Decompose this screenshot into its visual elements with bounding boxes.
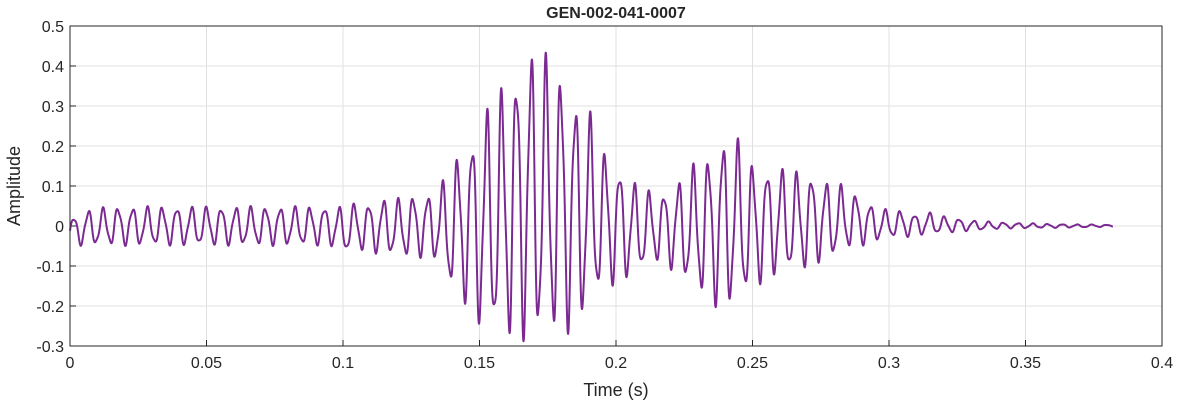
x-tick-label: 0.4: [1151, 355, 1173, 372]
y-axis-label: Amplitude: [4, 146, 24, 226]
y-tick-label: 0.3: [42, 99, 64, 116]
x-axis-label: Time (s): [583, 380, 648, 400]
y-tick-label: 0.4: [42, 59, 64, 76]
series-layer: [69, 51, 1114, 343]
x-tick-label: 0.3: [878, 355, 900, 372]
y-tick-label: 0.5: [42, 19, 64, 36]
y-tick-label: 0: [55, 219, 64, 236]
y-tick-label: -0.3: [36, 339, 64, 356]
y-tick-label: 0.2: [42, 139, 64, 156]
y-tick-label: -0.2: [36, 299, 64, 316]
x-tick-label: 0.25: [737, 355, 768, 372]
y-tick-label: 0.1: [42, 179, 64, 196]
x-tick-label: 0.2: [605, 355, 627, 372]
x-tick-label: 0.15: [464, 355, 495, 372]
waveform-series-line: [69, 51, 1114, 343]
plot-border: [69, 25, 1163, 347]
x-tick-label: 0.1: [332, 355, 354, 372]
chart-title: GEN-002-041-0007: [546, 5, 686, 22]
y-tick-label: -0.1: [36, 259, 64, 276]
x-tick-label: 0: [66, 355, 75, 372]
x-tick-label: 0.35: [1010, 355, 1041, 372]
x-tick-label: 0.05: [191, 355, 222, 372]
